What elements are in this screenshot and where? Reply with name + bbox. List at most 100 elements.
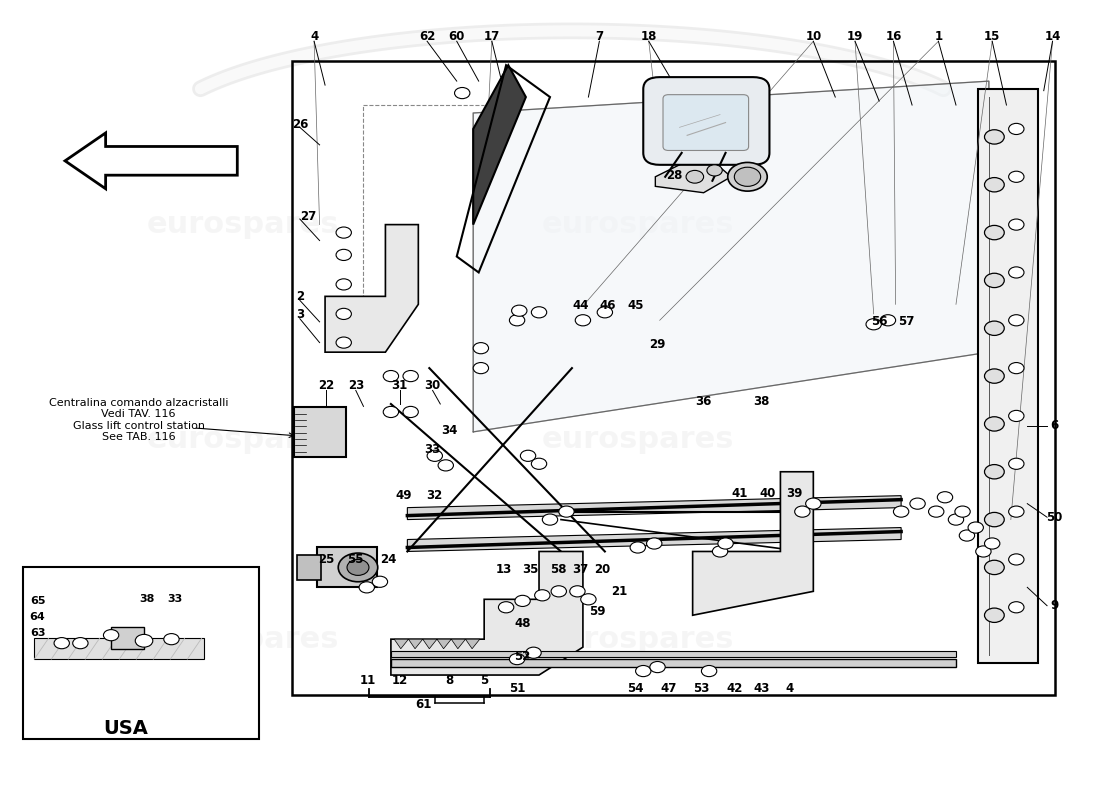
Text: Centralina comando alzacristalli
Vedi TAV. 116
Glass lift control station
See TA: Centralina comando alzacristalli Vedi TA…: [48, 398, 229, 442]
Text: 6: 6: [1050, 419, 1059, 432]
Circle shape: [1009, 171, 1024, 182]
Text: 31: 31: [392, 379, 408, 392]
Text: eurospares: eurospares: [146, 625, 339, 654]
Circle shape: [880, 314, 895, 326]
Circle shape: [707, 165, 723, 176]
Circle shape: [403, 406, 418, 418]
Circle shape: [984, 560, 1004, 574]
Polygon shape: [473, 65, 526, 225]
Circle shape: [976, 546, 991, 557]
Circle shape: [473, 342, 488, 354]
Text: 45: 45: [627, 299, 644, 313]
Circle shape: [984, 321, 1004, 335]
Text: 49: 49: [396, 489, 412, 502]
Text: eurospares: eurospares: [146, 426, 339, 454]
Circle shape: [164, 634, 179, 645]
Text: USA: USA: [103, 719, 147, 738]
Circle shape: [336, 337, 351, 348]
Circle shape: [1009, 410, 1024, 422]
Text: 37: 37: [573, 562, 588, 575]
Text: 61: 61: [416, 698, 432, 711]
Text: 36: 36: [695, 395, 712, 408]
Text: eurospares: eurospares: [146, 210, 339, 239]
Text: 7: 7: [595, 30, 604, 43]
Polygon shape: [437, 639, 451, 649]
Text: 65: 65: [30, 596, 45, 606]
Text: 38: 38: [140, 594, 155, 604]
Text: 29: 29: [649, 338, 666, 350]
Circle shape: [984, 226, 1004, 240]
Text: 19: 19: [847, 30, 864, 43]
Circle shape: [984, 369, 1004, 383]
Circle shape: [509, 314, 525, 326]
FancyBboxPatch shape: [23, 567, 260, 739]
Text: 2: 2: [296, 290, 304, 303]
Polygon shape: [34, 638, 205, 659]
Text: 58: 58: [550, 562, 566, 575]
FancyBboxPatch shape: [318, 547, 376, 586]
Circle shape: [531, 306, 547, 318]
Circle shape: [372, 576, 387, 587]
Text: 27: 27: [300, 210, 317, 223]
Circle shape: [559, 506, 574, 517]
Circle shape: [454, 87, 470, 98]
Text: 11: 11: [360, 674, 376, 687]
Circle shape: [1009, 554, 1024, 565]
Text: 34: 34: [441, 424, 458, 437]
Circle shape: [630, 542, 646, 553]
Circle shape: [1009, 506, 1024, 517]
Text: 1: 1: [934, 30, 943, 43]
Text: 23: 23: [348, 379, 364, 392]
Circle shape: [866, 318, 881, 330]
Text: 55: 55: [348, 553, 364, 566]
Circle shape: [928, 506, 944, 517]
Circle shape: [535, 590, 550, 601]
Polygon shape: [390, 551, 583, 675]
Circle shape: [728, 162, 768, 191]
Circle shape: [438, 460, 453, 471]
Text: 46: 46: [600, 299, 616, 313]
Circle shape: [893, 506, 909, 517]
Circle shape: [984, 417, 1004, 431]
Circle shape: [647, 538, 662, 549]
Text: 39: 39: [786, 486, 803, 500]
Polygon shape: [65, 133, 238, 189]
Text: 42: 42: [726, 682, 742, 695]
Text: 60: 60: [449, 30, 465, 43]
Circle shape: [383, 406, 398, 418]
Circle shape: [509, 654, 525, 665]
Circle shape: [984, 178, 1004, 192]
Circle shape: [948, 514, 964, 525]
Text: 35: 35: [522, 562, 538, 575]
Polygon shape: [407, 496, 901, 519]
Polygon shape: [390, 651, 956, 657]
FancyBboxPatch shape: [978, 89, 1038, 663]
Polygon shape: [465, 639, 480, 649]
Circle shape: [597, 306, 613, 318]
Polygon shape: [451, 639, 465, 649]
Circle shape: [520, 450, 536, 462]
Circle shape: [498, 602, 514, 613]
Circle shape: [794, 506, 810, 517]
Circle shape: [570, 586, 585, 597]
Circle shape: [1009, 602, 1024, 613]
Text: 18: 18: [640, 30, 657, 43]
Polygon shape: [408, 639, 422, 649]
Circle shape: [959, 530, 975, 541]
Text: 53: 53: [693, 682, 710, 695]
Circle shape: [702, 666, 717, 677]
Text: eurospares: eurospares: [541, 625, 734, 654]
Text: 25: 25: [318, 553, 334, 566]
Text: eurospares: eurospares: [541, 426, 734, 454]
Circle shape: [1009, 123, 1024, 134]
Circle shape: [336, 308, 351, 319]
Circle shape: [735, 167, 761, 186]
Circle shape: [531, 458, 547, 470]
Circle shape: [346, 559, 368, 575]
Circle shape: [103, 630, 119, 641]
Text: 10: 10: [805, 30, 822, 43]
Circle shape: [805, 498, 821, 510]
Text: 9: 9: [1050, 599, 1059, 612]
Polygon shape: [390, 659, 956, 667]
Circle shape: [968, 522, 983, 533]
